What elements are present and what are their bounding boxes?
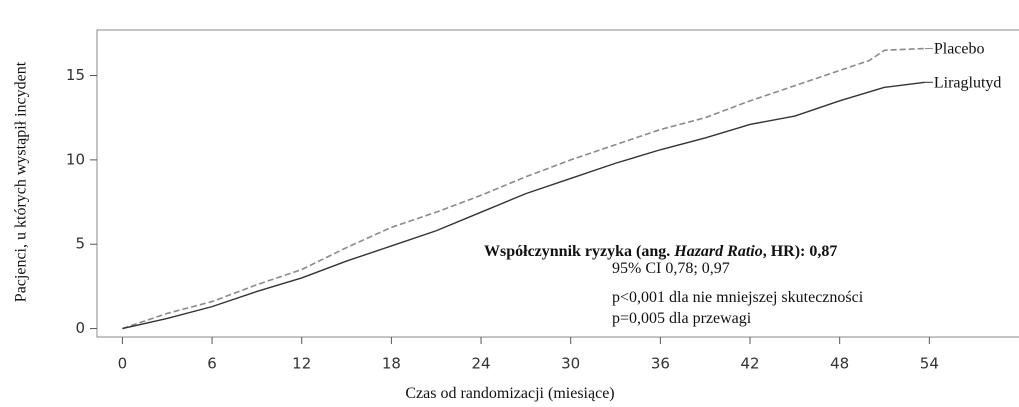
x-tick-label: 12 — [292, 355, 311, 373]
x-tick-label: 36 — [651, 355, 670, 373]
x-tick-label: 30 — [561, 355, 580, 373]
plot-frame — [96, 29, 1019, 338]
x-tick-label: 54 — [920, 355, 939, 373]
x-tick-label: 6 — [207, 355, 217, 373]
y-tick-label: 5 — [75, 235, 85, 253]
y-tick-label: 0 — [75, 319, 85, 337]
series-line — [122, 47, 925, 330]
annotation-line: p=0,005 dla przewagi — [612, 310, 752, 327]
x-tick-label: 48 — [830, 355, 849, 373]
x-axis-label: Czas od randomizacji (miesiące) — [405, 385, 614, 402]
y-tick-label: 10 — [66, 150, 85, 168]
y-tick-label: 15 — [66, 66, 85, 84]
series-label: Placebo — [934, 41, 985, 58]
annotation-part: , HR): 0,87 — [763, 243, 838, 260]
annotation-part: Hazard Ratio — [673, 243, 762, 260]
x-tick-label: 42 — [740, 355, 759, 373]
y-axis-label: Pacjenci, u których wystąpił incydent — [13, 61, 30, 302]
series-label: Liraglutyd — [934, 74, 1002, 91]
series-line — [122, 81, 925, 330]
x-tick-label: 24 — [471, 355, 490, 373]
annotation-title: Współczynnik ryzyka (ang. Hazard Ratio, … — [484, 243, 837, 260]
annotation-part: Współczynnik ryzyka (ang. — [484, 243, 674, 260]
annotation-line: 95% CI 0,78; 0,97 — [612, 260, 730, 277]
x-tick-label: 0 — [118, 355, 128, 373]
x-tick-label: 18 — [382, 355, 401, 373]
annotation-line: p<0,001 dla nie mniejszej skuteczności — [612, 289, 864, 306]
